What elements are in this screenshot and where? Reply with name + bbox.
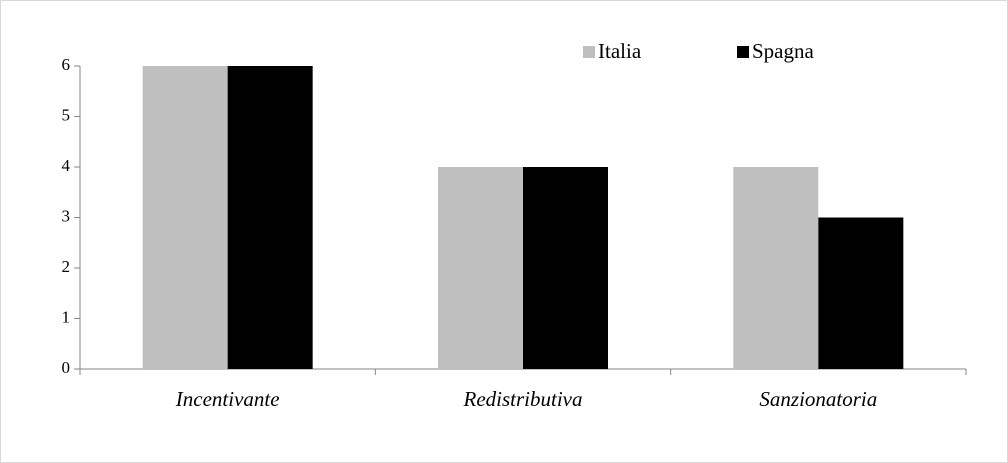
x-tick-label: Sanzionatoria: [759, 387, 877, 411]
bar: [438, 167, 523, 369]
bar: [142, 66, 228, 369]
bar: [523, 167, 608, 369]
bar: [227, 66, 313, 369]
y-tick-label: 6: [62, 55, 71, 74]
legend-swatch: [737, 46, 749, 58]
y-tick-label: 4: [62, 156, 71, 175]
y-tick-label: 1: [62, 307, 71, 326]
legend-label: Italia: [598, 39, 642, 63]
y-tick-label: 5: [62, 105, 71, 124]
y-tick-label: 0: [62, 358, 71, 377]
bar: [818, 217, 904, 369]
legend-label: Spagna: [752, 39, 815, 63]
legend-swatch: [583, 46, 595, 58]
bar: [733, 167, 819, 369]
y-tick-label: 2: [62, 257, 71, 276]
x-tick-label: Incentivante: [175, 387, 280, 411]
y-tick-label: 3: [62, 206, 71, 225]
x-tick-label: Redistributiva: [463, 387, 583, 411]
